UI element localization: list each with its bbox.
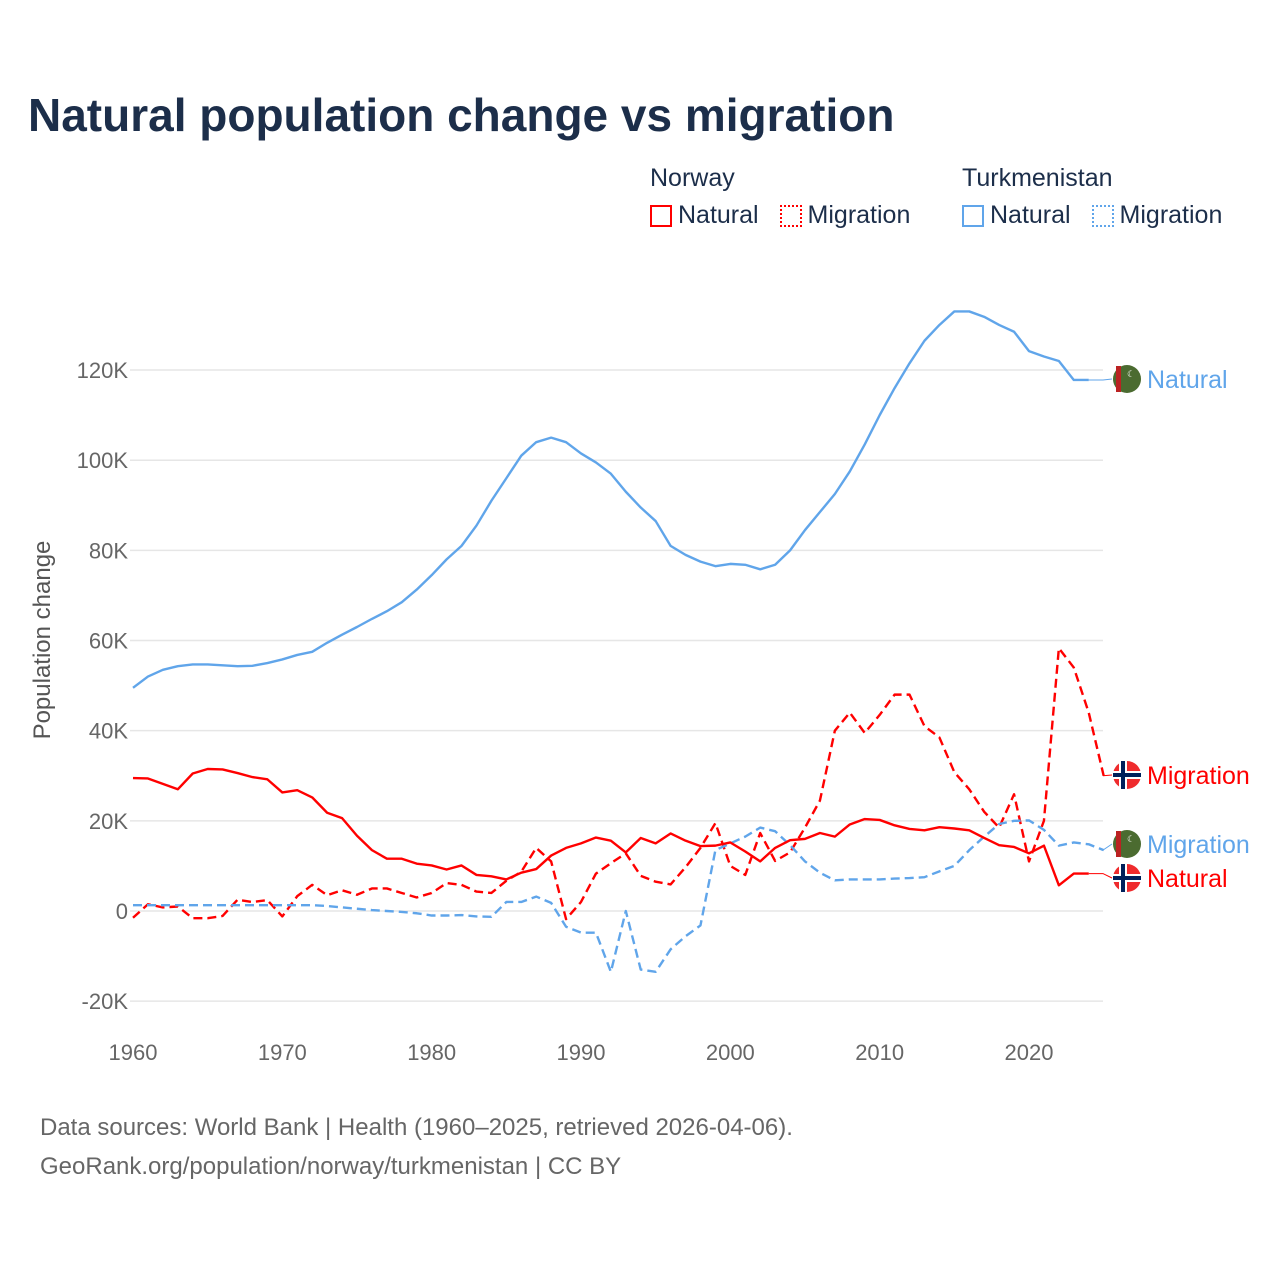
x-tick-label: 1960 (109, 1040, 158, 1065)
label-connector (1101, 843, 1113, 851)
legend-turkmenistan-migration[interactable]: Migration (1091, 201, 1223, 230)
series-line-norway-migration (132, 646, 1105, 921)
x-tick-label: 1980 (407, 1040, 456, 1065)
x-tick-label: 2010 (855, 1040, 904, 1065)
solid-swatch-icon (962, 204, 984, 227)
flag-cross (1113, 773, 1141, 777)
y-tick-label: 40K (89, 719, 128, 744)
source-note: Data sources: World Bank | Health (1960–… (40, 1108, 793, 1186)
flag-crescent: ☾ (1127, 369, 1135, 379)
source-line: Data sources: World Bank | Health (1960–… (40, 1114, 793, 1141)
y-tick-label: -20K (82, 989, 129, 1014)
legend-label: Natural (678, 201, 759, 229)
solid-swatch-icon (650, 204, 672, 227)
series-line-turkmenistan-natural (132, 310, 1089, 689)
legend-turkmenistan-natural[interactable]: Natural (962, 201, 1071, 230)
label-connector (1088, 873, 1113, 879)
series-line-norway-natural (132, 767, 1089, 887)
norway-flag-icon (1113, 761, 1141, 789)
y-tick-label: 0 (116, 899, 128, 924)
legend-norway-natural[interactable]: Natural (650, 201, 759, 230)
source-link[interactable]: GeoRank.org/population/norway/turkmenist… (40, 1153, 622, 1180)
legend-group-title: Norway (650, 164, 735, 192)
label-connector (1102, 774, 1113, 777)
flag-cross (1121, 761, 1125, 789)
series-end-label: Migration (1147, 831, 1250, 859)
turkmenistan-flag-icon: ☾ (1113, 830, 1141, 858)
x-tick-label: 1970 (258, 1040, 307, 1065)
series-line-turkmenistan-migration (133, 819, 1105, 974)
x-tick-label: 1990 (557, 1040, 606, 1065)
legend-group-title: Turkmenistan (962, 164, 1113, 192)
legend-norway-migration[interactable]: Migration (779, 201, 911, 230)
series-end-label: Natural (1147, 865, 1228, 893)
legend-norway: Norway Natural Migration (650, 164, 924, 234)
legend-label: Natural (990, 201, 1071, 229)
legend-label: Migration (807, 201, 911, 229)
label-connector (1088, 378, 1113, 381)
flag-stripe (1116, 831, 1121, 857)
dashed-swatch-icon (1091, 204, 1114, 227)
legend-turkmenistan: Turkmenistan Natural Migration (962, 164, 1222, 234)
x-tick-label: 2000 (706, 1040, 755, 1065)
norway-flag-icon (1113, 864, 1141, 892)
y-tick-label: 80K (89, 538, 128, 563)
y-tick-label: 20K (89, 809, 128, 834)
y-axis-label: Population change (29, 541, 56, 740)
flag-cross (1113, 876, 1141, 880)
flag-cross (1121, 864, 1125, 892)
x-tick-label: 2020 (1005, 1040, 1054, 1065)
y-tick-label: 60K (89, 629, 128, 654)
series-end-label: Natural (1147, 366, 1228, 394)
turkmenistan-flag-icon: ☾ (1113, 365, 1141, 393)
chart-title: Natural population change vs migration (28, 89, 895, 141)
y-tick-label: 120K (77, 358, 129, 383)
series-end-label: Migration (1147, 762, 1250, 790)
flag-stripe (1116, 366, 1121, 392)
y-tick-label: 100K (77, 448, 129, 473)
dashed-swatch-icon (779, 204, 802, 227)
flag-crescent: ☾ (1127, 834, 1135, 844)
legend-label: Migration (1119, 201, 1223, 229)
